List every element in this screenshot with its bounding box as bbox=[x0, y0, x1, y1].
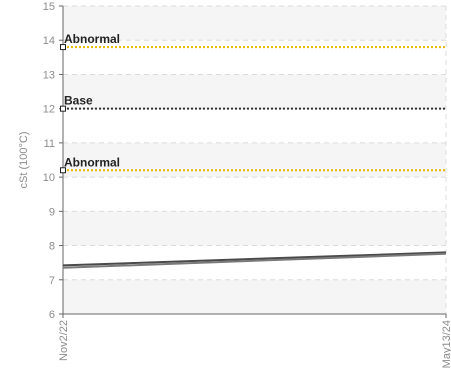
y-tick-label: 7 bbox=[49, 275, 55, 287]
axes bbox=[62, 6, 446, 315]
y-tick-label: 6 bbox=[49, 309, 55, 321]
threshold-lines: Abnormal Base Abnormal bbox=[60, 32, 446, 174]
background-band bbox=[63, 74, 446, 109]
threshold-label: Abnormal bbox=[64, 32, 120, 46]
data-series bbox=[62, 251, 447, 269]
threshold-label: Abnormal bbox=[64, 155, 120, 169]
y-tick-label: 9 bbox=[49, 206, 55, 218]
y-tick-labels: 6 7 8 9 10 11 12 13 14 15 bbox=[43, 1, 63, 321]
series-line bbox=[62, 251, 447, 267]
x-tick-label: Nov2/22 bbox=[58, 320, 70, 361]
y-axis-label: cSt (100°C) bbox=[18, 132, 30, 189]
y-tick-label: 15 bbox=[43, 1, 55, 13]
background-band bbox=[63, 6, 446, 41]
series-line bbox=[62, 252, 447, 269]
threshold-marker bbox=[60, 167, 66, 174]
y-tick-label: 8 bbox=[49, 241, 55, 253]
y-tick-label: 14 bbox=[43, 35, 55, 47]
background-band bbox=[63, 279, 446, 314]
threshold-label: Base bbox=[64, 94, 93, 108]
background-band bbox=[63, 211, 446, 246]
x-tick-labels: Nov2/22 May13/24 bbox=[58, 314, 451, 368]
y-tick-label: 11 bbox=[44, 138, 55, 150]
y-tick-label: 13 bbox=[43, 69, 55, 81]
threshold-marker bbox=[60, 105, 66, 112]
y-tick-label: 10 bbox=[43, 172, 55, 184]
background-bands bbox=[63, 6, 446, 314]
background-band bbox=[63, 142, 446, 178]
x-tick-label: May13/24 bbox=[441, 320, 451, 368]
threshold-marker bbox=[60, 44, 66, 51]
y-tick-label: 12 bbox=[43, 104, 55, 116]
